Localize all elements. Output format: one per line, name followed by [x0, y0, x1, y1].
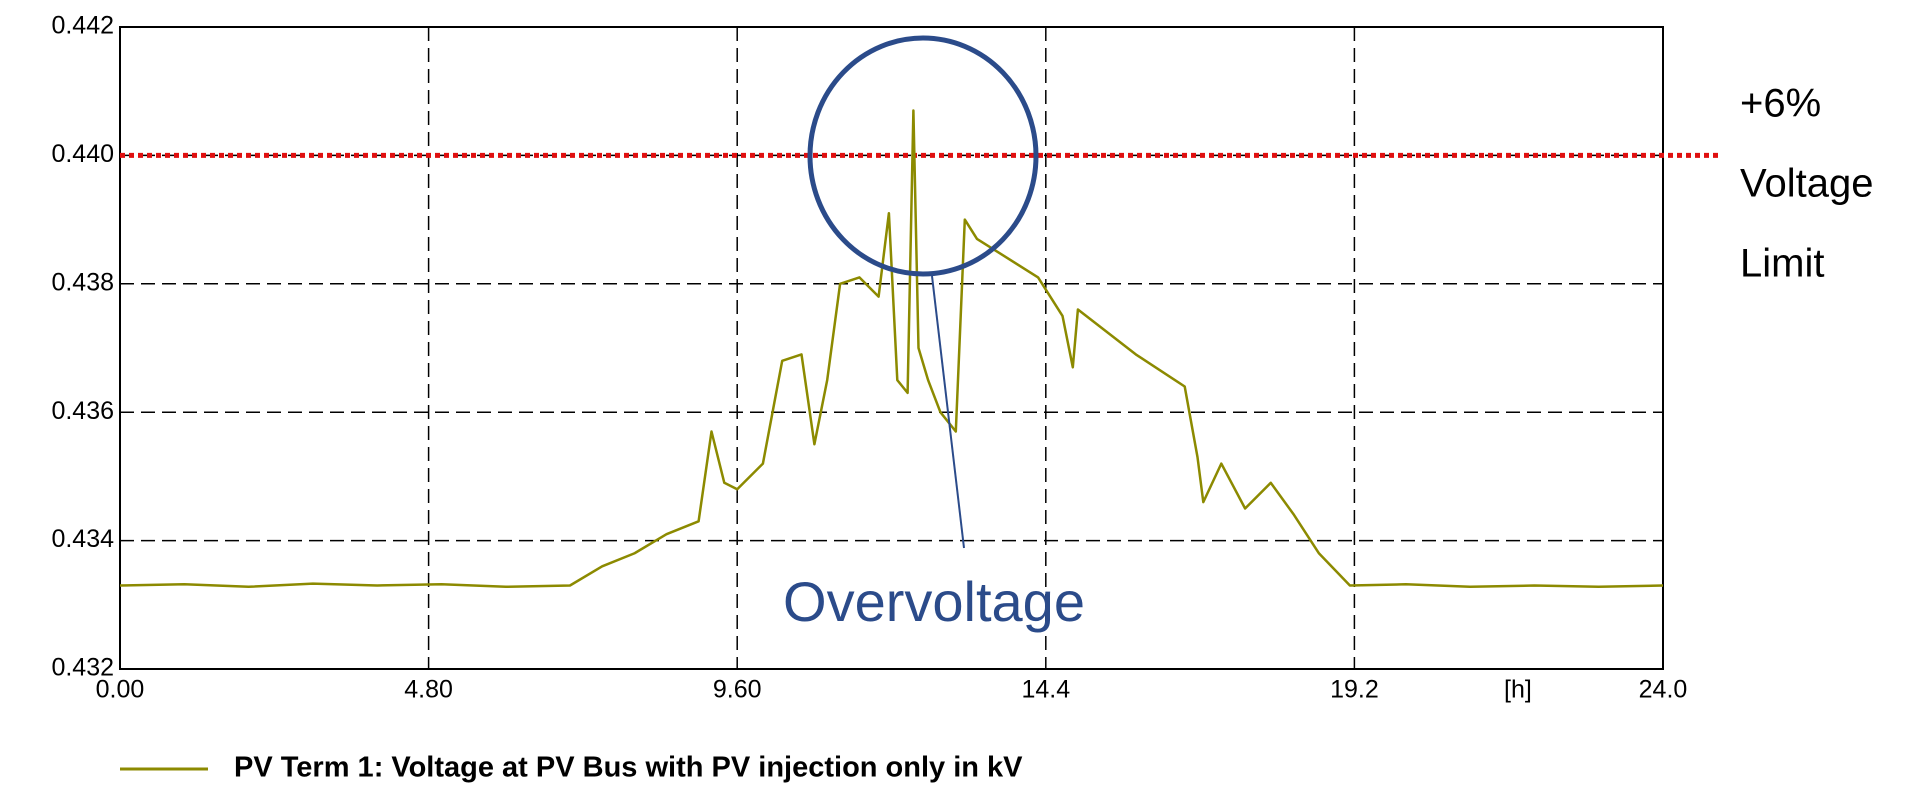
x-axis-label: [h] [1504, 676, 1532, 704]
limit-label: Voltage [1740, 162, 1873, 206]
y-tick-label: 0.440 [51, 140, 114, 168]
x-tick-label: 4.80 [404, 676, 453, 704]
annotation: Overvoltage [783, 570, 1085, 633]
y-tick-label: 0.436 [51, 397, 114, 425]
plot-frame [119, 26, 1664, 670]
x-tick-label: 9.60 [713, 676, 762, 704]
highlight-circle [807, 35, 1039, 277]
x-tick-label: 0.00 [96, 676, 145, 704]
y-tick-label: 0.442 [51, 12, 114, 40]
x-tick-label: 24.0 [1639, 676, 1688, 704]
data-line [119, 109, 1664, 589]
y-tick-label: 0.438 [51, 268, 114, 296]
pointer-line [931, 275, 965, 549]
limit-label: +6% [1740, 82, 1821, 126]
legend-label: PV Term 1: Voltage at PV Bus with PV inj… [234, 752, 1023, 784]
limit-label: Limit [1740, 242, 1824, 286]
y-tick-label: 0.432 [51, 654, 114, 682]
x-tick-label: 19.2 [1330, 676, 1379, 704]
y-tick-label: 0.434 [51, 525, 114, 553]
x-tick-label: 14.4 [1021, 676, 1070, 704]
